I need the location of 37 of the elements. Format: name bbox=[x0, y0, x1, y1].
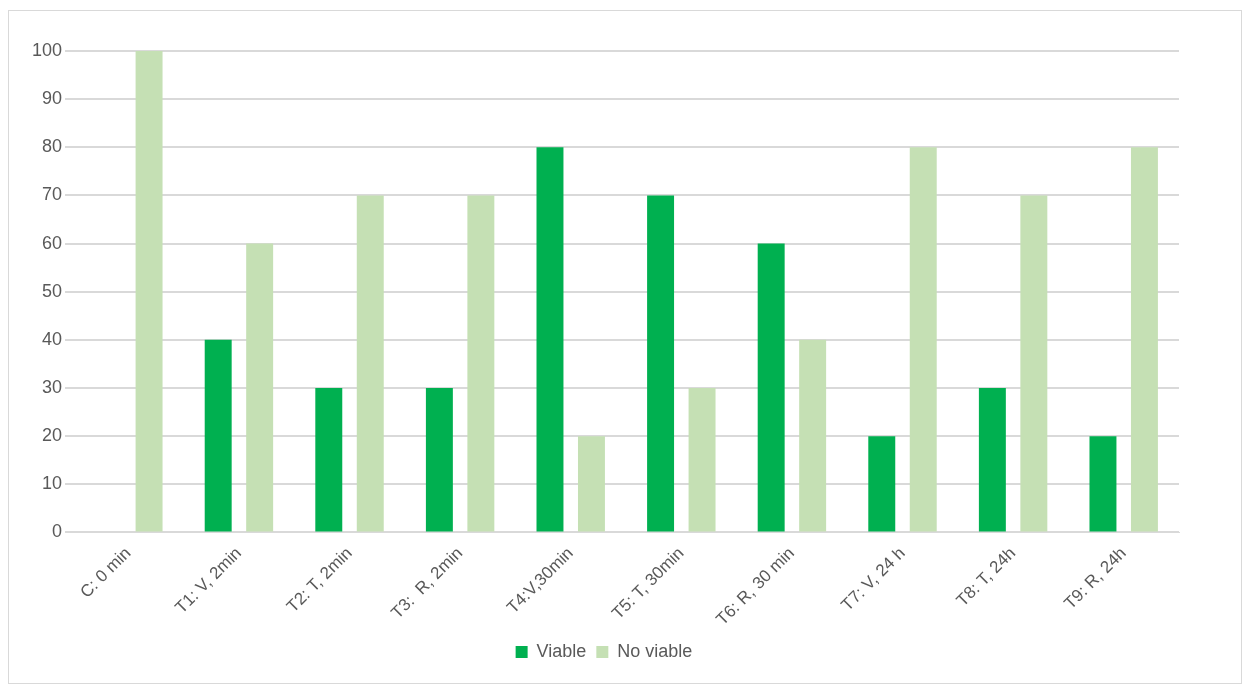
bar bbox=[356, 195, 384, 532]
x-tick-label: T9: R, 24h bbox=[1060, 543, 1130, 613]
bar bbox=[1089, 436, 1117, 532]
bar bbox=[1020, 195, 1048, 532]
y-tick-label: 50 bbox=[42, 280, 63, 301]
y-tick-label: 20 bbox=[42, 425, 63, 446]
bar bbox=[536, 147, 564, 532]
y-tick-label: 10 bbox=[42, 473, 63, 494]
bar bbox=[315, 388, 343, 532]
bar bbox=[909, 147, 937, 532]
bar bbox=[204, 339, 232, 532]
legend-label: Viable bbox=[536, 640, 587, 661]
bar bbox=[799, 339, 827, 532]
y-tick-label: 60 bbox=[42, 232, 63, 253]
bar bbox=[688, 388, 716, 532]
bar bbox=[647, 195, 675, 532]
bar bbox=[246, 243, 274, 532]
x-tick-label: C: 0 min bbox=[76, 543, 135, 602]
bar bbox=[1130, 147, 1158, 532]
bar bbox=[757, 243, 785, 532]
y-tick-label: 100 bbox=[31, 39, 63, 60]
bar bbox=[577, 436, 605, 532]
legend-label: No viable bbox=[617, 640, 693, 661]
x-tick-label: T7: V, 24 h bbox=[837, 543, 909, 615]
bar bbox=[978, 388, 1006, 532]
y-tick-label: 30 bbox=[42, 376, 63, 397]
bar bbox=[467, 195, 495, 532]
bar bbox=[135, 51, 163, 532]
bar bbox=[868, 436, 896, 532]
x-tick-label: T6: R, 30 min bbox=[712, 543, 799, 629]
y-tick-label: 80 bbox=[42, 136, 63, 157]
y-tick-label: 90 bbox=[42, 88, 63, 109]
y-tick-label: 40 bbox=[42, 328, 63, 349]
bar bbox=[425, 388, 453, 532]
y-tick-label: 0 bbox=[52, 521, 63, 542]
y-tick-label: 70 bbox=[42, 184, 63, 205]
x-tick-label: T8: T, 24h bbox=[952, 543, 1020, 611]
